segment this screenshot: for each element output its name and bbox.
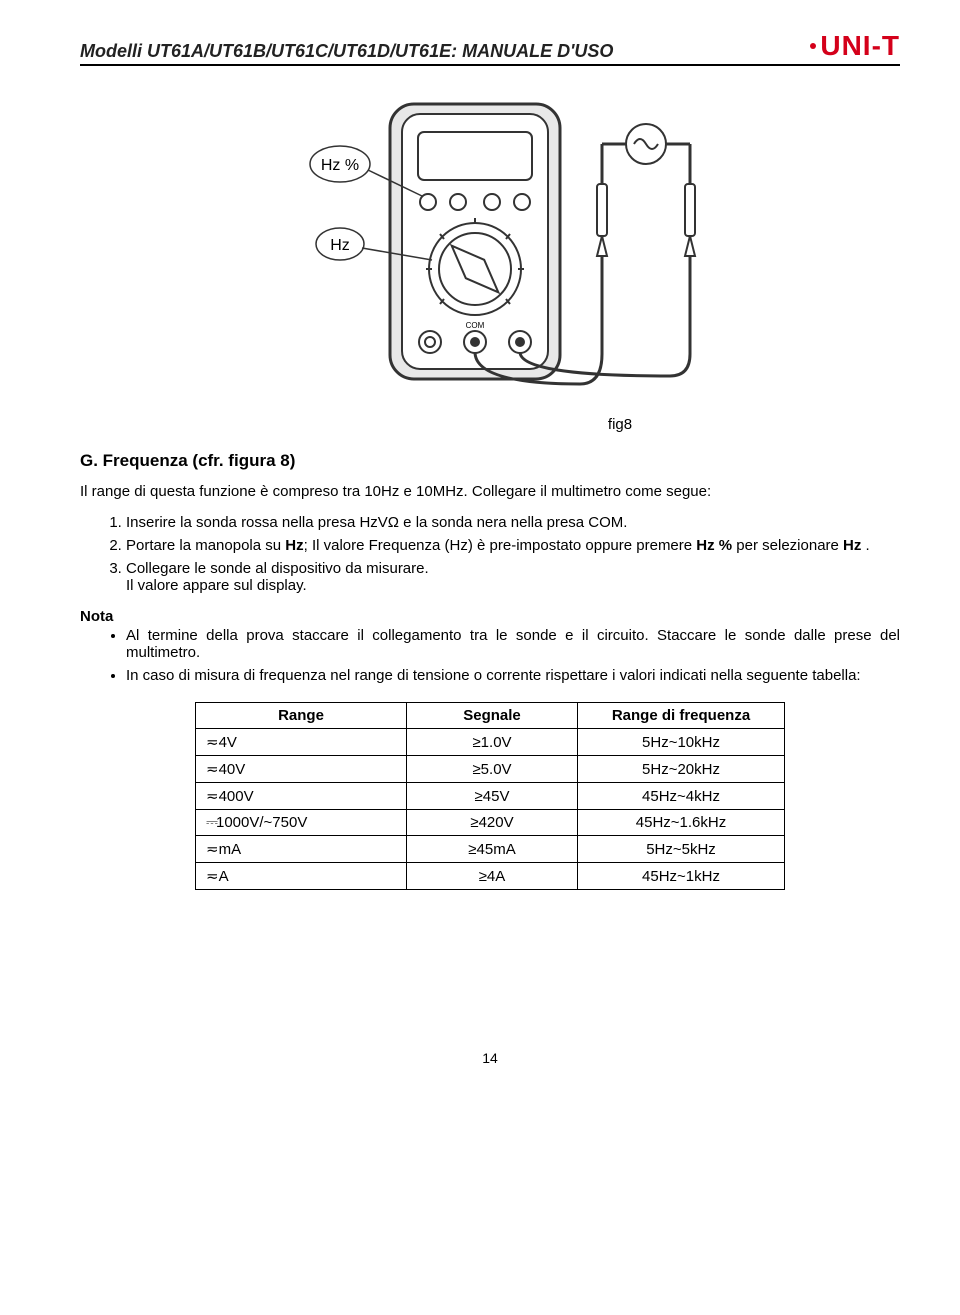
- cell-freq: 45Hz~1kHz: [578, 863, 785, 890]
- figure-caption: fig8: [80, 416, 900, 433]
- cell-range: ≂A: [196, 863, 407, 890]
- page-header: Modelli UT61A/UT61B/UT61C/UT61D/UT61E: M…: [80, 30, 900, 66]
- section-heading: G. Frequenza (cfr. figura 8): [80, 451, 900, 471]
- cell-freq: 5Hz~5kHz: [578, 836, 785, 863]
- svg-text:COM: COM: [466, 321, 485, 330]
- frequency-table-body: ≂4V≥1.0V5Hz~10kHz≂40V≥5.0V5Hz~20kHz≂400V…: [196, 729, 785, 890]
- cell-range: ≂400V: [196, 783, 407, 810]
- table-row: ≂400V≥45V45Hz~4kHz: [196, 783, 785, 810]
- table-row: ≂A≥4A45Hz~1kHz: [196, 863, 785, 890]
- section-intro: Il range di questa funzione è compreso t…: [80, 483, 900, 500]
- table-row: ≂40V≥5.0V5Hz~20kHz: [196, 756, 785, 783]
- svg-text:Hz %: Hz %: [321, 157, 359, 174]
- note-list: Al termine della prova staccare il colle…: [80, 627, 900, 684]
- frequency-table: Range Segnale Range di frequenza ≂4V≥1.0…: [195, 702, 785, 890]
- cell-signal: ≥420V: [407, 810, 578, 836]
- svg-text:Hz: Hz: [330, 237, 350, 254]
- note-heading: Nota: [80, 608, 900, 625]
- th-freq: Range di frequenza: [578, 703, 785, 729]
- cell-range: ≂4V: [196, 729, 407, 756]
- step-3: Collegare le sonde al dispositivo da mis…: [126, 560, 900, 594]
- th-range: Range: [196, 703, 407, 729]
- step-1: Inserire la sonda rossa nella presa HzVΩ…: [126, 514, 900, 531]
- cell-signal: ≥5.0V: [407, 756, 578, 783]
- table-row: ≂mA≥45mA5Hz~5kHz: [196, 836, 785, 863]
- cell-range: ≂40V: [196, 756, 407, 783]
- step-2: Portare la manopola su Hz; Il valore Fre…: [126, 537, 900, 554]
- th-signal: Segnale: [407, 703, 578, 729]
- cell-freq: 45Hz~1.6kHz: [578, 810, 785, 836]
- table-row: ≂4V≥1.0V5Hz~10kHz: [196, 729, 785, 756]
- cell-freq: 5Hz~10kHz: [578, 729, 785, 756]
- table-row: ⎓1000V/~750V≥420V45Hz~1.6kHz: [196, 810, 785, 836]
- manual-title: Modelli UT61A/UT61B/UT61C/UT61D/UT61E: M…: [80, 41, 613, 62]
- cell-signal: ≥1.0V: [407, 729, 578, 756]
- figure-8-diagram: COM Hz % Hz: [80, 84, 900, 408]
- page-number: 14: [80, 1050, 900, 1066]
- brand-text: UNI-T: [820, 30, 900, 62]
- cell-range: ⎓1000V/~750V: [196, 810, 407, 836]
- cell-signal: ≥4A: [407, 863, 578, 890]
- cell-range: ≂mA: [196, 836, 407, 863]
- brand-logo: UNI-T: [810, 30, 900, 62]
- step-2-text: Portare la manopola su Hz; Il valore Fre…: [126, 537, 870, 554]
- cell-freq: 45Hz~4kHz: [578, 783, 785, 810]
- procedure-steps: Inserire la sonda rossa nella presa HzVΩ…: [80, 514, 900, 594]
- cell-signal: ≥45mA: [407, 836, 578, 863]
- cell-freq: 5Hz~20kHz: [578, 756, 785, 783]
- note-item-2: In caso di misura di frequenza nel range…: [126, 667, 900, 684]
- cell-signal: ≥45V: [407, 783, 578, 810]
- note-item-1: Al termine della prova staccare il colle…: [126, 627, 900, 661]
- brand-dot-icon: [810, 43, 816, 49]
